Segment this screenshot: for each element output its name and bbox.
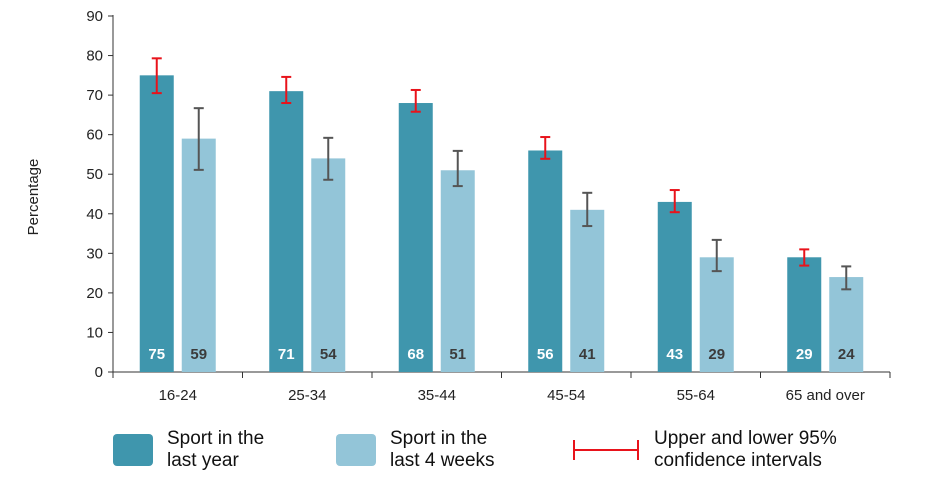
data-label: 71 (278, 346, 295, 363)
y-tick-label: 80 (86, 48, 103, 65)
bar (398, 103, 433, 373)
legend: Sport in the last year Sport in the last… (0, 428, 926, 479)
legend-swatch-last-4-weeks (336, 434, 376, 466)
data-label: 41 (579, 346, 596, 363)
y-tick-label: 20 (86, 285, 103, 302)
data-label: 75 (148, 346, 165, 363)
y-axis-label: Percentage (25, 159, 42, 236)
y-tick-label: 60 (86, 127, 103, 144)
y-tick-label: 30 (86, 245, 103, 262)
x-tick-label: 25-34 (288, 387, 326, 404)
axes: 0 10 20 30 40 50 60 70 80 90 16-24 25-34 35-44 45-54 5… (86, 8, 891, 404)
x-tick-label: 16-24 (159, 387, 197, 404)
x-tick-label: 35-44 (418, 387, 456, 404)
bars (139, 75, 864, 373)
legend-item-confidence-intervals: Upper and lower 95% confidence intervals (572, 428, 914, 472)
y-tick-label: 70 (86, 87, 103, 104)
bar (699, 257, 734, 372)
bar (269, 91, 304, 373)
bar (829, 277, 864, 372)
legend-item-last-year: Sport in the last year (113, 428, 367, 472)
error-bar-icon (573, 440, 639, 460)
y-tick-label: 0 (95, 364, 103, 381)
y-tick-label: 10 (86, 324, 103, 341)
x-tick-label: 65 and over (786, 387, 865, 404)
legend-item-last-4-weeks: Sport in the last 4 weeks (336, 428, 590, 472)
data-label: 54 (320, 346, 337, 363)
data-label: 29 (796, 346, 813, 363)
data-label: 24 (838, 346, 855, 363)
data-label: 68 (407, 346, 424, 363)
data-label: 56 (537, 346, 554, 363)
bar-chart: Percentage 0 10 20 30 40 50 60 70 80 90 16-24 25-34… (25, 8, 891, 404)
data-label: 29 (708, 346, 725, 363)
bar (787, 257, 822, 372)
bar (528, 150, 563, 372)
y-tick-label: 50 (86, 166, 103, 183)
bar (139, 75, 174, 372)
x-tick-label: 45-54 (547, 387, 585, 404)
bar (181, 138, 216, 372)
data-label: 43 (666, 346, 683, 363)
legend-label-confidence-intervals: Upper and lower 95% confidence intervals (654, 428, 837, 471)
error-bars (151, 57, 852, 291)
legend-swatch-last-year (113, 434, 153, 466)
data-labels: 75 71 68 56 43 29 59 54 51 41 29 24 (148, 346, 855, 363)
bar (570, 209, 605, 372)
data-label: 51 (449, 346, 466, 363)
x-tick-label: 55-64 (677, 387, 715, 404)
bar (440, 170, 475, 372)
y-tick-label: 90 (86, 8, 103, 25)
y-tick-label: 40 (86, 206, 103, 223)
legend-label-last-4-weeks: Sport in the last 4 weeks (390, 428, 495, 471)
bar (657, 201, 692, 372)
data-label: 59 (190, 346, 207, 363)
bar (311, 158, 346, 372)
legend-label-last-year: Sport in the last year (167, 428, 265, 471)
